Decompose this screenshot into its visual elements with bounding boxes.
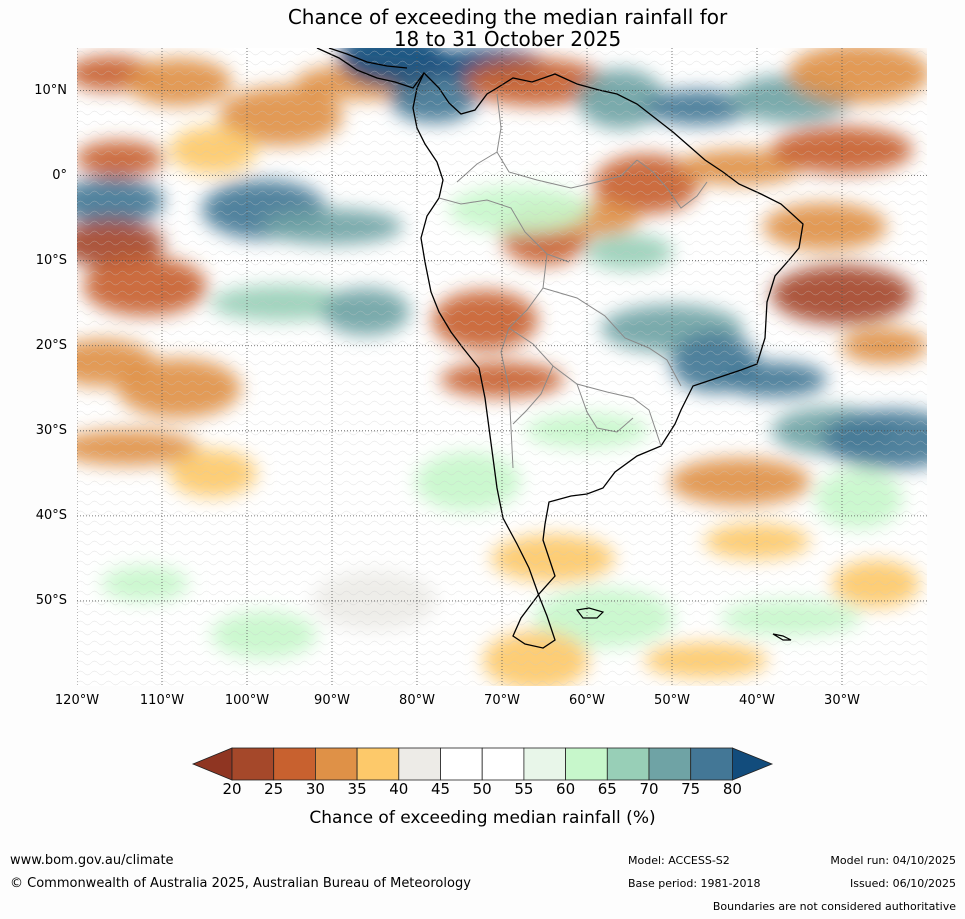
colorbar-tick-label: 20 — [222, 780, 241, 796]
colorbar-tick-label: 75 — [681, 780, 700, 796]
footer-issued: Issued: 06/10/2025 — [849, 877, 956, 890]
longitude-label: 30°W — [824, 693, 860, 708]
colorbar-segment — [523, 747, 566, 781]
colorbar-high-extension — [732, 747, 774, 781]
colorbar-tick-label: 50 — [473, 780, 492, 796]
colorbar-segment — [481, 747, 525, 781]
colorbar-segment — [690, 747, 733, 781]
colorbar-tick-label: 25 — [264, 780, 283, 796]
colorbar-tick-label: 35 — [348, 780, 367, 796]
map-title-line1: Chance of exceeding the median rainfall … — [287, 5, 728, 29]
land-outlines — [316, 48, 804, 649]
footer-disclaimer: Boundaries are not considered authoritat… — [712, 900, 956, 913]
colorbar-segment — [356, 747, 400, 781]
colorbar-tick-label: 70 — [639, 780, 658, 796]
colorbar-tick-label: 40 — [389, 780, 408, 796]
latitude-label: 40°S — [35, 507, 67, 523]
colorbar-segment — [565, 747, 608, 781]
falkland-islands — [575, 607, 605, 619]
south-america-coastline — [412, 71, 804, 649]
longitude-label: 80°W — [399, 693, 435, 708]
longitude-label: 70°W — [484, 693, 520, 708]
footer-url: www.bom.gov.au/climate — [10, 853, 174, 868]
longitude-label: 90°W — [314, 693, 350, 708]
colorbar-tick-label: 65 — [598, 780, 617, 796]
footer-base-period: Base period: 1981-2018 — [628, 877, 761, 890]
latitude-label: 20°S — [35, 337, 67, 353]
longitude-label: 40°W — [739, 693, 775, 708]
colorbar-low-extension — [191, 747, 233, 781]
south-georgia — [772, 633, 792, 641]
longitude-label: 120°W — [54, 693, 100, 708]
rainfall-map-svg — [77, 48, 927, 686]
colorbar-title: Chance of exceeding median rainfall (%) — [309, 808, 656, 828]
colorbar-segment — [440, 747, 483, 781]
map-title-line2: 18 to 31 October 2025 — [393, 27, 622, 51]
rainfall-map — [77, 48, 927, 686]
graticule — [77, 48, 927, 686]
latitude-label: 30°S — [35, 422, 67, 438]
colorbar-segment — [648, 747, 692, 781]
longitude-label: 50°W — [654, 693, 690, 708]
colorbar-segment — [231, 747, 275, 781]
footer-model-run: Model run: 04/10/2025 — [830, 854, 956, 867]
colorbar-tick-label: 80 — [723, 780, 742, 796]
latitude-label: 10°S — [35, 252, 67, 268]
latitude-label: 50°S — [35, 592, 67, 608]
footer-copyright: © Commonwealth of Australia 2025, Austra… — [10, 876, 471, 891]
latitude-label: 10°N — [34, 82, 67, 98]
colorbar: 20 25 30 35 40 45 50 55 60 65 70 75 80 — [191, 747, 774, 796]
colorbar-segment — [606, 747, 650, 781]
colorbar-tick-label: 60 — [556, 780, 575, 796]
longitude-label: 60°W — [569, 693, 605, 708]
colorbar-segment — [315, 747, 358, 781]
colorbar-segment — [398, 747, 441, 781]
central-america-coastline — [316, 48, 425, 89]
country-borders — [438, 93, 708, 469]
colorbar-tick-label: 30 — [306, 780, 325, 796]
longitude-label: 100°W — [224, 693, 270, 708]
longitude-label: 110°W — [139, 693, 185, 708]
latitude-label: 0° — [52, 167, 67, 183]
colorbar-segment — [273, 747, 316, 781]
colorbar-tick-label: 55 — [514, 780, 533, 796]
colorbar-tick-label: 45 — [431, 780, 450, 796]
footer-model: Model: ACCESS-S2 — [628, 854, 730, 867]
